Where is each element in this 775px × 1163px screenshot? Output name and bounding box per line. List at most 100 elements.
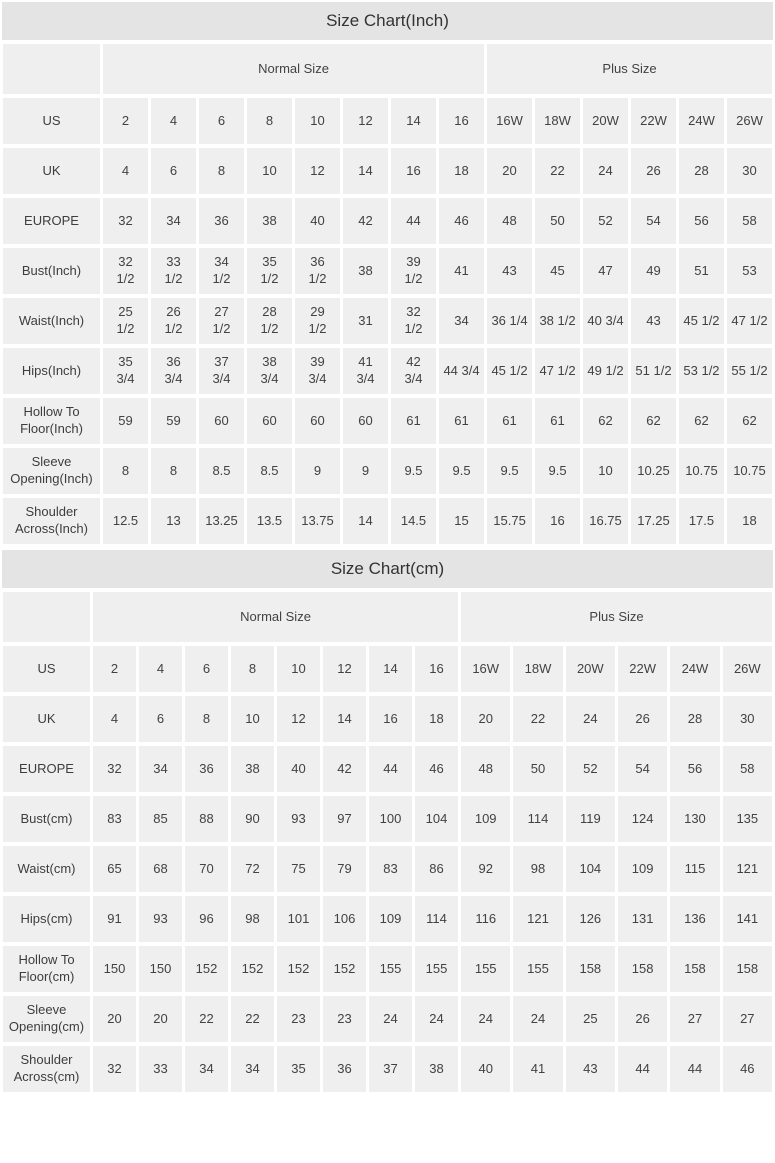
size-value-cell: 96 <box>185 896 228 942</box>
table-title: Size Chart(Inch) <box>2 2 773 40</box>
size-value-cell: 8.5 <box>247 448 292 494</box>
size-value-cell: 15.75 <box>487 498 533 544</box>
size-value-cell: 121 <box>722 846 772 892</box>
size-row: UK 4 6 8 10 12 14 16 18 20 22 24 26 28 30 <box>3 148 772 194</box>
size-value-cell: 10 <box>231 696 274 742</box>
corner-cell <box>3 592 90 642</box>
size-value-cell: 53 <box>726 248 772 294</box>
size-value-cell: 61 <box>439 398 485 444</box>
size-value-cell: 16W <box>461 646 511 692</box>
size-value-cell: 38 3/4 <box>247 348 292 394</box>
size-value-cell: 38 <box>231 746 274 792</box>
size-value-cell: 14 <box>323 696 366 742</box>
size-value-cell: 56 <box>670 746 720 792</box>
size-value-cell: 41 <box>439 248 485 294</box>
size-value-cell: 141 <box>722 896 772 942</box>
size-value-cell: 13.5 <box>247 498 292 544</box>
size-value-cell: 31 <box>343 298 388 344</box>
size-value-cell: 12 <box>343 98 388 144</box>
size-value-cell: 115 <box>670 846 720 892</box>
size-value-cell: 27 <box>722 996 772 1042</box>
size-value-cell: 24W <box>670 646 720 692</box>
size-value-cell: 8 <box>185 696 228 742</box>
size-value-cell: 35 1/2 <box>247 248 292 294</box>
size-value-cell: 45 1/2 <box>487 348 533 394</box>
size-value-cell: 109 <box>369 896 412 942</box>
size-value-cell: 20 <box>487 148 533 194</box>
size-value-cell: 26 <box>617 696 668 742</box>
size-value-cell: 34 <box>185 1046 228 1092</box>
size-value-cell: 62 <box>678 398 724 444</box>
size-value-cell: 28 1/2 <box>247 298 292 344</box>
row-label: Hips(Inch) <box>3 348 100 394</box>
size-value-cell: 55 1/2 <box>726 348 772 394</box>
size-value-cell: 49 1/2 <box>583 348 628 394</box>
size-value-cell: 8 <box>199 148 244 194</box>
size-value-cell: 39 3/4 <box>295 348 340 394</box>
size-value-cell: 68 <box>139 846 182 892</box>
size-value-cell: 9 <box>295 448 340 494</box>
size-value-cell: 86 <box>415 846 459 892</box>
size-value-cell: 10.25 <box>631 448 676 494</box>
size-value-cell: 131 <box>617 896 668 942</box>
size-value-cell: 24 <box>583 148 628 194</box>
row-label: Waist(Inch) <box>3 298 100 344</box>
size-value-cell: 20W <box>583 98 628 144</box>
size-value-cell: 9 <box>343 448 388 494</box>
row-label: Hollow To Floor(cm) <box>3 946 90 992</box>
size-value-cell: 14 <box>391 98 436 144</box>
size-value-cell: 32 1/2 <box>103 248 148 294</box>
size-value-cell: 22 <box>231 996 274 1042</box>
size-value-cell: 130 <box>670 796 720 842</box>
size-row: Sleeve Opening(cm) 20 20 22 22 23 23 24 24 24 24 25… <box>3 996 772 1042</box>
size-value-cell: 36 1/2 <box>295 248 340 294</box>
size-value-cell: 14 <box>343 498 388 544</box>
size-value-cell: 47 <box>583 248 628 294</box>
size-value-cell: 109 <box>461 796 511 842</box>
size-value-cell: 83 <box>369 846 412 892</box>
size-value-cell: 8 <box>103 448 148 494</box>
size-value-cell: 98 <box>513 846 563 892</box>
size-value-cell: 98 <box>231 896 274 942</box>
group-header-row: Normal Size Plus Size <box>3 592 772 642</box>
size-value-cell: 75 <box>277 846 320 892</box>
size-value-cell: 2 <box>93 646 136 692</box>
size-value-cell: 4 <box>93 696 136 742</box>
size-value-cell: 70 <box>185 846 228 892</box>
size-value-cell: 48 <box>487 198 533 244</box>
size-value-cell: 32 1/2 <box>391 298 436 344</box>
size-value-cell: 45 <box>535 248 581 294</box>
size-value-cell: 124 <box>617 796 668 842</box>
size-value-cell: 97 <box>323 796 366 842</box>
size-value-cell: 158 <box>670 946 720 992</box>
size-row: Hips(Inch) 35 3/4 36 3/4 37 3/4 38 3/4 39 3/4… <box>3 348 772 394</box>
size-value-cell: 93 <box>139 896 182 942</box>
size-value-cell: 150 <box>139 946 182 992</box>
size-value-cell: 58 <box>726 198 772 244</box>
size-value-cell: 152 <box>277 946 320 992</box>
size-value-cell: 93 <box>277 796 320 842</box>
size-value-cell: 25 <box>565 996 615 1042</box>
size-value-cell: 46 <box>415 746 459 792</box>
size-value-cell: 29 1/2 <box>295 298 340 344</box>
size-value-cell: 2 <box>103 98 148 144</box>
size-value-cell: 44 <box>391 198 436 244</box>
size-value-cell: 32 <box>103 198 148 244</box>
size-value-cell: 61 <box>391 398 436 444</box>
size-value-cell: 24 <box>461 996 511 1042</box>
size-value-cell: 44 3/4 <box>439 348 485 394</box>
size-value-cell: 155 <box>513 946 563 992</box>
size-value-cell: 37 <box>369 1046 412 1092</box>
size-value-cell: 158 <box>565 946 615 992</box>
size-value-cell: 15 <box>439 498 485 544</box>
size-value-cell: 34 <box>151 198 196 244</box>
row-label: US <box>3 98 100 144</box>
size-value-cell: 14.5 <box>391 498 436 544</box>
group-header-row: Normal Size Plus Size <box>3 44 772 94</box>
size-value-cell: 16 <box>415 646 459 692</box>
size-row: US 2 4 6 8 10 12 14 16 16W 18W 20W 22W 24W 26W <box>3 646 772 692</box>
size-value-cell: 9.5 <box>535 448 581 494</box>
size-value-cell: 8 <box>151 448 196 494</box>
size-value-cell: 88 <box>185 796 228 842</box>
size-value-cell: 26W <box>722 646 772 692</box>
